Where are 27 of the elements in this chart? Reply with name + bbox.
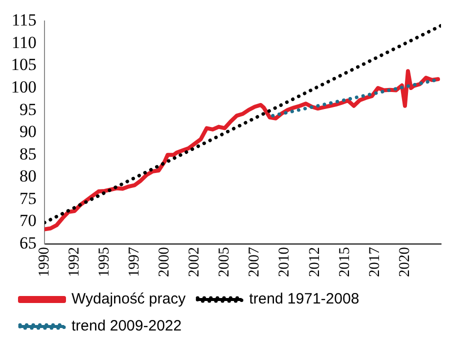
y-tick-label: 85 [20,144,36,164]
x-tick-label: 2015 [336,247,353,277]
legend-label: trend 1971-2008 [249,290,360,308]
y-tick-label: 115 [12,10,36,30]
y-tick-label: 110 [12,32,36,52]
y-tick-label: 70 [20,211,36,230]
x-tick-label: 2002 [186,247,203,277]
y-tick-label: 105 [11,55,36,74]
legend-label: Wydajność pracy [72,290,186,308]
x-tick-label: 1990 [36,247,52,277]
y-tick-label: 90 [20,122,36,142]
x-tick-label: 2010 [276,247,293,277]
y-tick-label: 75 [20,188,36,208]
y-tick-label: 65 [20,233,36,252]
x-tick-label: 2000 [156,247,173,277]
x-tick-label: 1995 [96,247,113,277]
x-tick-label: 2017 [366,246,383,277]
y-tick-label: 95 [20,100,36,119]
x-tick-label: 2005 [216,247,233,277]
legend-label: trend 2009-2022 [72,318,182,335]
x-tick-label: 1997 [126,246,143,277]
y-tick-label: 100 [11,78,36,97]
x-tick-label: 2020 [396,247,413,277]
x-tick-label: 1992 [66,247,82,277]
x-tick-label: 2007 [246,246,263,277]
y-tick-label: 80 [20,166,36,186]
x-tick-label: 2012 [306,247,323,277]
